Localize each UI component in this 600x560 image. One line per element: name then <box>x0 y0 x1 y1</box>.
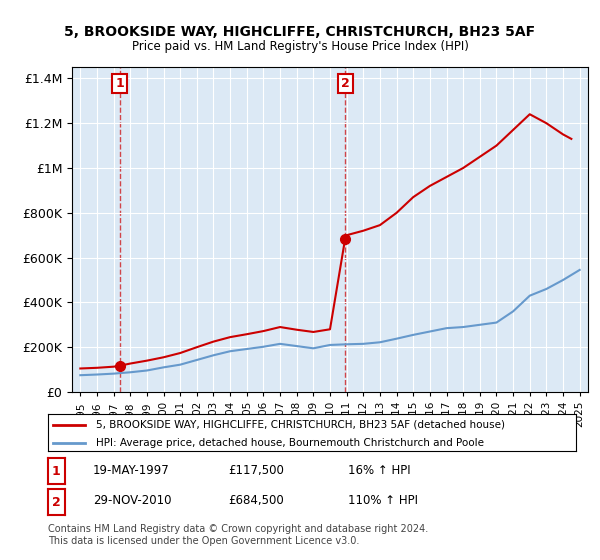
Text: £684,500: £684,500 <box>228 494 284 507</box>
Text: Contains HM Land Registry data © Crown copyright and database right 2024.: Contains HM Land Registry data © Crown c… <box>48 524 428 534</box>
Text: 16% ↑ HPI: 16% ↑ HPI <box>348 464 410 477</box>
Text: 19-MAY-1997: 19-MAY-1997 <box>93 464 170 477</box>
Text: HPI: Average price, detached house, Bournemouth Christchurch and Poole: HPI: Average price, detached house, Bour… <box>95 438 484 448</box>
Text: Price paid vs. HM Land Registry's House Price Index (HPI): Price paid vs. HM Land Registry's House … <box>131 40 469 53</box>
Text: 1: 1 <box>52 465 61 478</box>
Text: 2: 2 <box>341 77 350 90</box>
Text: 1: 1 <box>116 77 124 90</box>
Text: This data is licensed under the Open Government Licence v3.0.: This data is licensed under the Open Gov… <box>48 536 359 547</box>
Text: £117,500: £117,500 <box>228 464 284 477</box>
Text: 29-NOV-2010: 29-NOV-2010 <box>93 494 172 507</box>
Text: 5, BROOKSIDE WAY, HIGHCLIFFE, CHRISTCHURCH, BH23 5AF: 5, BROOKSIDE WAY, HIGHCLIFFE, CHRISTCHUR… <box>64 25 536 39</box>
Text: 110% ↑ HPI: 110% ↑ HPI <box>348 494 418 507</box>
Text: 5, BROOKSIDE WAY, HIGHCLIFFE, CHRISTCHURCH, BH23 5AF (detached house): 5, BROOKSIDE WAY, HIGHCLIFFE, CHRISTCHUR… <box>95 419 505 430</box>
Text: 2: 2 <box>52 496 61 508</box>
